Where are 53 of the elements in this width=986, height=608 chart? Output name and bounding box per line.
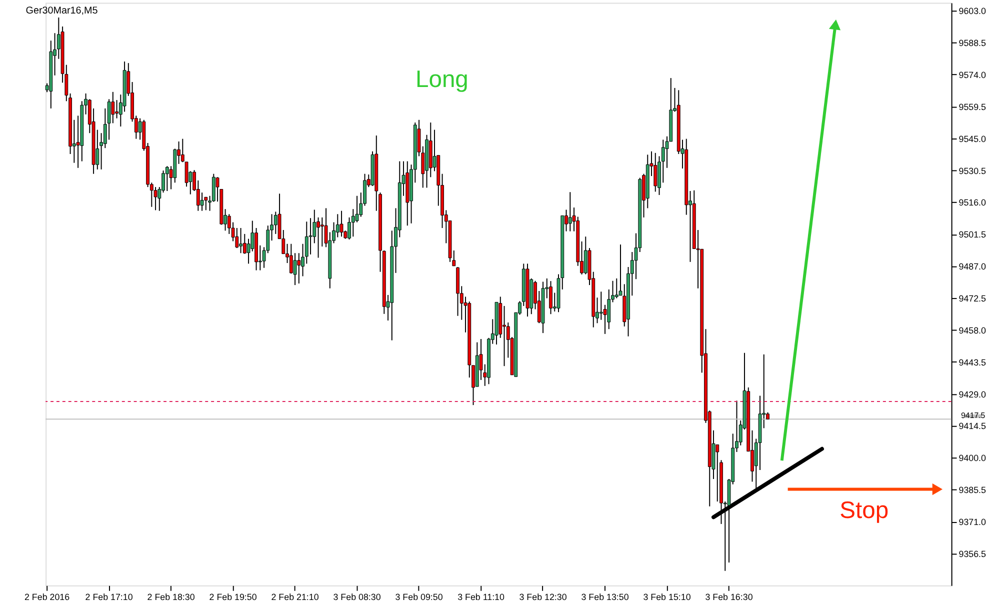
candlestick — [115, 100, 118, 119]
y-tick-label: 9516.0 — [958, 198, 986, 208]
x-tick-label: 3 Feb 16:30 — [705, 592, 753, 602]
y-tick-label: 9574.0 — [958, 70, 986, 80]
annotation: Stop — [840, 497, 889, 524]
y-tick-label: 9371.0 — [958, 517, 986, 528]
candlestick — [293, 252, 297, 286]
candlestick — [297, 252, 301, 284]
candlestick — [614, 278, 618, 299]
y-tick-label: 9400.0 — [958, 453, 986, 464]
y-tick-label: 9530.5 — [958, 166, 986, 176]
candlestick — [502, 305, 506, 367]
candlestick — [200, 192, 204, 212]
x-tick-label: 3 Feb 08:30 — [333, 592, 381, 602]
y-tick-label: 9559.5 — [958, 102, 986, 112]
x-tick-label: 3 Feb 12:30 — [519, 592, 567, 602]
y-tick-label: 9487.0 — [958, 262, 986, 272]
y-tick-label: 9545.0 — [958, 134, 986, 144]
candlestick — [204, 196, 208, 211]
y-tick-label: 9356.5 — [958, 548, 986, 559]
x-tick-label: 3 Feb 13:50 — [581, 592, 629, 602]
candlestick — [165, 166, 169, 192]
x-tick-label: 3 Feb 09:50 — [395, 592, 443, 602]
x-tick-label: 2 Feb 18:30 — [147, 592, 195, 602]
y-tick-label: 9603.0 — [958, 6, 986, 16]
y-tick-label: 9472.5 — [958, 294, 986, 304]
y-tick-label: 9501.5 — [958, 230, 986, 240]
candlestick — [111, 91, 115, 124]
annotation: Long — [416, 66, 468, 93]
chart-title: Ger30Mar16,M5 — [26, 6, 98, 17]
y-tick-label: 9458.0 — [958, 325, 986, 336]
candlestick — [654, 152, 658, 192]
x-tick-label: 2 Feb 17:10 — [85, 592, 133, 602]
candlestick — [239, 228, 242, 254]
y-tick-label: 9414.5 — [958, 421, 986, 432]
y-tick-label: 9443.5 — [958, 357, 986, 368]
x-tick-label: 3 Feb 11:10 — [458, 592, 504, 602]
y-tick-label: 9588.5 — [958, 38, 986, 48]
y-tick-label: 9429.0 — [958, 389, 986, 400]
candlestick — [607, 288, 611, 330]
ref-line-label: 9417.5 — [961, 411, 986, 420]
candlestick — [549, 280, 552, 315]
x-tick-label: 2 Feb 21:10 — [271, 592, 319, 602]
x-tick-label: 3 Feb 15:10 — [643, 592, 691, 602]
candlestick — [716, 444, 720, 502]
candlestick — [340, 210, 344, 238]
candlestick — [154, 186, 158, 211]
y-tick-label: 9385.5 — [958, 485, 986, 496]
candlestick — [180, 138, 184, 163]
candlestick — [599, 291, 603, 320]
x-tick-label: 2 Feb 2016 — [24, 592, 70, 602]
x-tick-label: 2 Feb 19:50 — [209, 592, 257, 602]
candlestick — [568, 192, 572, 232]
